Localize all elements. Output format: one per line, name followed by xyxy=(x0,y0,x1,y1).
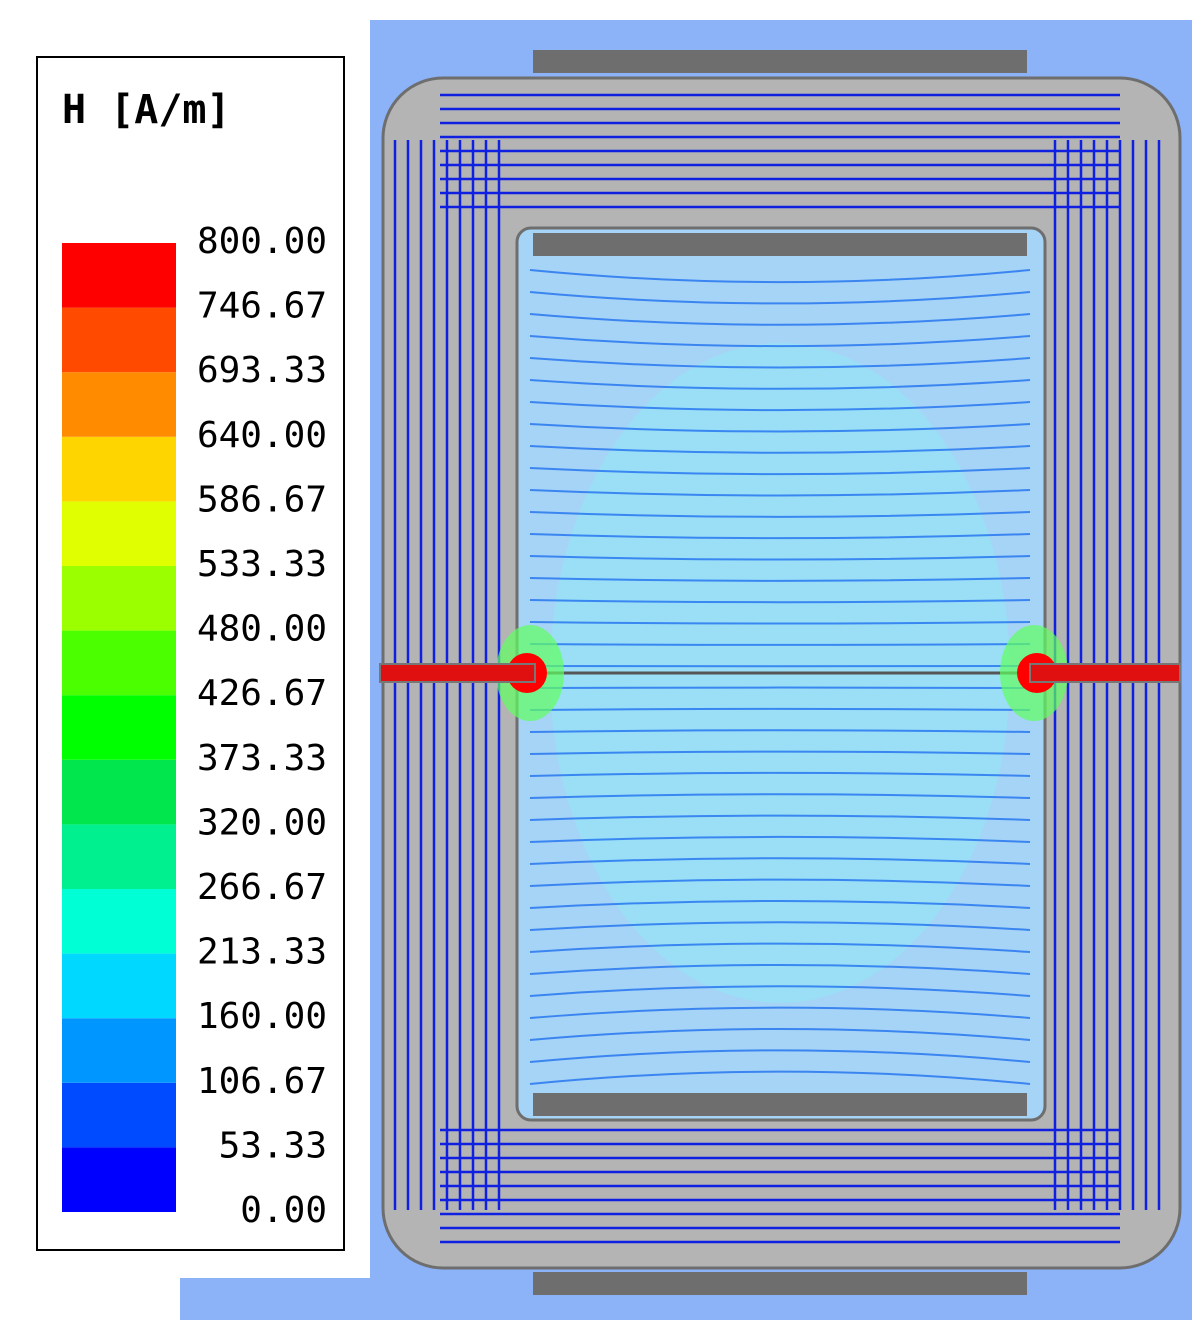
tick-label: 800.00 xyxy=(197,221,327,262)
tick-label: 266.67 xyxy=(197,867,327,908)
color-band xyxy=(62,889,176,954)
tick-label: 320.00 xyxy=(197,802,327,843)
tick-label: 213.33 xyxy=(197,932,327,973)
tick-label: 586.67 xyxy=(197,479,327,520)
color-band xyxy=(62,954,176,1019)
coil xyxy=(533,1093,1027,1116)
color-band xyxy=(62,631,176,696)
tick-label: 106.67 xyxy=(197,1061,327,1102)
color-band xyxy=(62,437,176,502)
color-band xyxy=(62,308,176,373)
tick-label: 693.33 xyxy=(197,350,327,391)
color-band xyxy=(62,501,176,566)
coil xyxy=(533,233,1027,256)
color-band xyxy=(62,372,176,437)
color-band xyxy=(62,1147,176,1212)
legend-title: H [A/m] xyxy=(62,87,231,133)
color-band xyxy=(62,824,176,889)
tick-label: 480.00 xyxy=(197,609,327,650)
tick-label: 533.33 xyxy=(197,544,327,585)
tick-label: 426.67 xyxy=(197,673,327,714)
color-band xyxy=(62,760,176,825)
color-band xyxy=(62,695,176,760)
tick-label: 746.67 xyxy=(197,286,327,327)
color-band xyxy=(62,243,176,308)
tick-label: 160.00 xyxy=(197,996,327,1037)
color-band xyxy=(62,1083,176,1148)
air-gap-bar xyxy=(380,664,535,682)
tick-label: 373.33 xyxy=(197,738,327,779)
coil xyxy=(533,1272,1027,1295)
tick-label: 0.00 xyxy=(240,1190,327,1231)
field-plot: H [A/m] 0.00 53.33 106.67 160.00 213.33 266.6… xyxy=(0,0,1192,1320)
color-band xyxy=(62,566,176,631)
field-line xyxy=(530,709,1030,710)
air-gap-bar xyxy=(1030,664,1180,682)
field-line xyxy=(530,644,1030,645)
tick-label: 640.00 xyxy=(197,415,327,456)
tick-label: 53.33 xyxy=(219,1125,327,1166)
coil xyxy=(533,50,1027,73)
color-band xyxy=(62,1018,176,1083)
